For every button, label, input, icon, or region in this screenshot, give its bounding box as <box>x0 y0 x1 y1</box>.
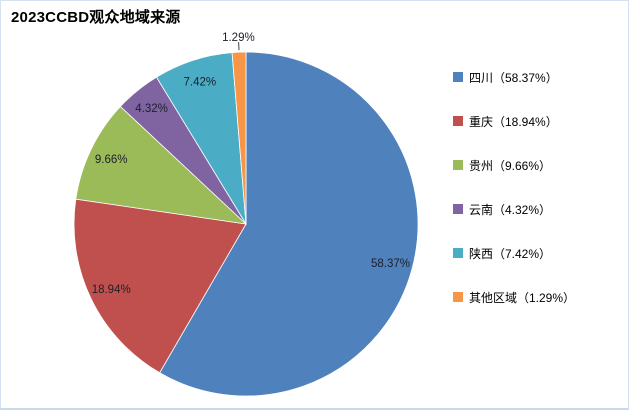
slice-label-other-regions: 1.29% <box>222 32 255 44</box>
pie-chart: 58.37% 18.94% 9.66% 4.32% 7.42% 1.29% <box>73 32 419 397</box>
pie-slice-other-regions[interactable] <box>231 51 247 225</box>
legend-item-guizhou[interactable]: 贵州（9.66%） <box>453 157 575 173</box>
legend-item-yunnan[interactable]: 云南（4.32%） <box>453 201 575 217</box>
legend-item-sichuan[interactable]: 四川（58.37%） <box>453 69 575 85</box>
legend-label: 贵州（9.66%） <box>469 158 552 173</box>
legend-label: 重庆（18.94%） <box>469 114 558 129</box>
legend-label: 云南（4.32%） <box>469 202 552 217</box>
legend-item-chongqing[interactable]: 重庆（18.94%） <box>453 113 575 129</box>
legend-item-shaanxi[interactable]: 陕西（7.42%） <box>453 245 575 261</box>
slice-label-sichuan: 58.37% <box>371 258 410 270</box>
legend-swatch-chongqing <box>453 116 463 126</box>
slice-label-yunnan: 4.32% <box>135 103 168 115</box>
legend-item-other-regions[interactable]: 其他区域（1.29%） <box>453 289 575 305</box>
legend-label: 陕西（7.42%） <box>469 246 552 261</box>
slice-label-guizhou: 9.66% <box>95 154 128 166</box>
legend-swatch-guizhou <box>453 160 463 170</box>
legend-label: 其他区域（1.29%） <box>469 290 576 305</box>
legend-swatch-shaanxi <box>453 248 463 258</box>
pie-slice-chongqing[interactable] <box>73 198 247 374</box>
legend-swatch-yunnan <box>453 204 463 214</box>
legend-swatch-sichuan <box>453 72 463 82</box>
legend-label: 四川（58.37%） <box>469 70 558 85</box>
pie-slice-sichuan[interactable] <box>159 51 419 397</box>
slice-label-chongqing: 18.94% <box>92 284 131 296</box>
slice-label-shaanxi: 7.42% <box>183 77 216 89</box>
chart-title: 2023CCBD观众地域来源 <box>11 9 181 26</box>
legend: 四川（58.37%） 重庆（18.94%） 贵州（9.66%） 云南（4.32%） 陕西… <box>453 69 575 305</box>
legend-swatch-other-regions <box>453 292 463 302</box>
pie-slice-guizhou[interactable] <box>75 105 248 225</box>
